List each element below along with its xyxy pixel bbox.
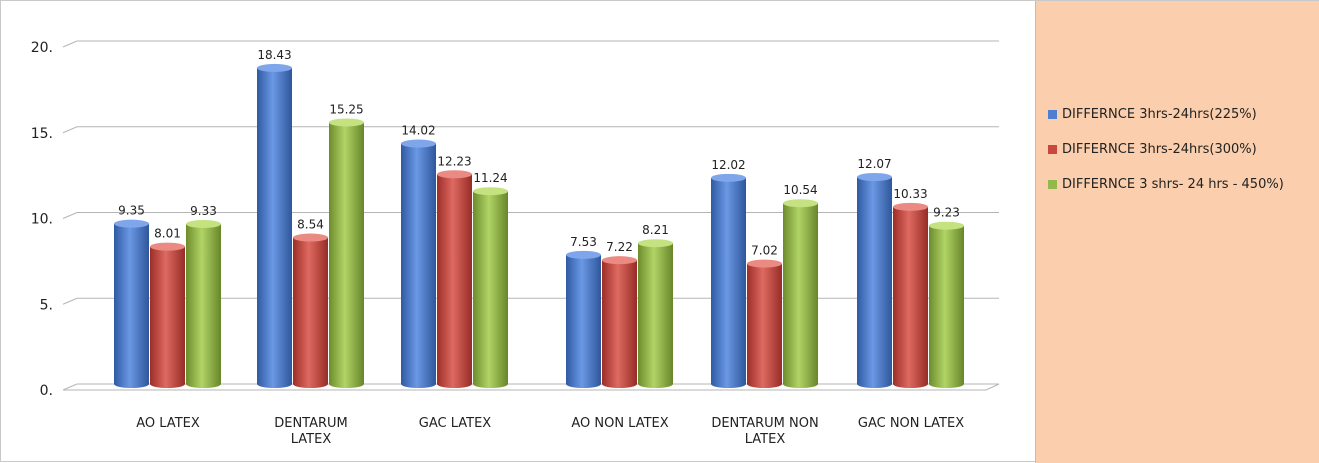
bar-top bbox=[783, 199, 818, 208]
gridlines bbox=[62, 40, 1000, 391]
bar-top bbox=[473, 187, 508, 196]
x-category-label: DENTARUM LATEX bbox=[274, 416, 348, 447]
legend-item-series-2: DIFFERNCE 3hrs-24hrs(300%) bbox=[1048, 142, 1313, 157]
legend-swatch-series-2 bbox=[1048, 145, 1057, 154]
data-label: 12.23 bbox=[437, 154, 471, 168]
data-label: 18.43 bbox=[257, 48, 291, 62]
bar-top bbox=[711, 173, 746, 182]
bar-top bbox=[401, 139, 436, 148]
legend-label-series-1: DIFFERNCE 3hrs-24hrs(225%) bbox=[1062, 107, 1257, 122]
legend-swatch-series-1 bbox=[1048, 110, 1057, 119]
bar-top bbox=[150, 242, 185, 251]
gridline-floor-edge bbox=[62, 383, 78, 391]
bar-top bbox=[437, 170, 472, 179]
data-label: 9.35 bbox=[118, 204, 145, 218]
y-tick-label: 0. bbox=[40, 383, 53, 399]
legend-item-series-3: DIFFERNCE 3 shrs- 24 hrs - 450%) bbox=[1048, 177, 1313, 192]
x-category-label-line: GAC NON LATEX bbox=[858, 416, 964, 431]
legend-label-series-3: DIFFERNCE 3 shrs- 24 hrs - 450%) bbox=[1062, 177, 1284, 192]
bar-top bbox=[186, 219, 221, 228]
data-labels: 9.35 8.01 9.33 18.43 8.54 15.25 14.02 12.2311.2… bbox=[118, 48, 960, 258]
bar bbox=[711, 177, 746, 388]
plot-area: 0. 5. 10. 15. 20. 9.35 8.01 9.33 18.43 8.54 15.25… bbox=[31, 40, 1000, 447]
data-label: 10.33 bbox=[893, 187, 927, 201]
x-category-label-line: GAC LATEX bbox=[419, 416, 492, 431]
data-label: 9.23 bbox=[933, 206, 960, 220]
y-tick-label: 15. bbox=[31, 126, 53, 142]
bar bbox=[473, 191, 508, 388]
bar bbox=[257, 67, 292, 388]
bar-top bbox=[857, 172, 892, 181]
data-label: 8.01 bbox=[154, 227, 181, 241]
x-category-label: GAC LATEX bbox=[419, 416, 492, 431]
legend-swatch-series-3 bbox=[1048, 180, 1057, 189]
bar-top bbox=[747, 259, 782, 268]
bar bbox=[293, 237, 328, 388]
bar-top bbox=[293, 233, 328, 242]
gridline-floor-edge bbox=[62, 297, 78, 305]
data-label: 11.24 bbox=[473, 171, 507, 185]
bar bbox=[566, 254, 601, 388]
data-label: 15.25 bbox=[329, 102, 363, 116]
data-label: 12.02 bbox=[711, 158, 745, 172]
x-category-label-line: AO NON LATEX bbox=[571, 416, 668, 431]
data-label: 7.22 bbox=[606, 240, 633, 254]
data-label: 9.33 bbox=[190, 204, 217, 218]
bar-top bbox=[893, 202, 928, 211]
bar bbox=[747, 263, 782, 388]
bar bbox=[602, 260, 637, 388]
legend-label-series-2: DIFFERNCE 3hrs-24hrs(300%) bbox=[1062, 142, 1257, 157]
bar bbox=[114, 223, 149, 388]
data-label: 7.02 bbox=[751, 244, 778, 258]
data-label: 12.07 bbox=[857, 157, 891, 171]
x-category-label-line: LATEX bbox=[745, 432, 786, 447]
floor-side-edge bbox=[985, 383, 1000, 391]
bars bbox=[114, 63, 964, 389]
data-label: 10.54 bbox=[783, 183, 817, 197]
bar bbox=[150, 246, 185, 388]
x-category-label: GAC NON LATEX bbox=[858, 416, 964, 431]
legend: DIFFERNCE 3hrs-24hrs(225%) DIFFERNCE 3hr… bbox=[1035, 1, 1319, 463]
bar-top bbox=[329, 118, 364, 127]
data-label: 8.54 bbox=[297, 218, 324, 232]
bar bbox=[893, 206, 928, 388]
x-category-label: AO LATEX bbox=[136, 416, 200, 431]
gridline-floor-edge bbox=[62, 126, 78, 134]
gridline-floor-edge bbox=[62, 40, 78, 48]
x-category-label-line: DENTARUM bbox=[274, 416, 348, 431]
y-axis-ticks: 0. 5. 10. 15. 20. bbox=[31, 40, 53, 399]
x-category-label: DENTARUM NON LATEX bbox=[711, 416, 818, 447]
data-label: 8.21 bbox=[642, 223, 669, 237]
y-tick-label: 10. bbox=[31, 212, 53, 228]
bar bbox=[929, 225, 964, 388]
bar-top bbox=[638, 239, 673, 248]
data-label: 14.02 bbox=[401, 124, 435, 138]
x-category-label-line: AO LATEX bbox=[136, 416, 200, 431]
bar bbox=[401, 143, 436, 388]
bar bbox=[857, 176, 892, 388]
bar-top bbox=[566, 250, 601, 259]
bar bbox=[783, 203, 818, 388]
legend-item-series-1: DIFFERNCE 3hrs-24hrs(225%) bbox=[1048, 107, 1313, 122]
bar-top bbox=[602, 256, 637, 265]
gridline-floor-edge bbox=[62, 212, 78, 219]
x-category-label-line: LATEX bbox=[291, 432, 332, 447]
y-tick-label: 5. bbox=[40, 297, 53, 313]
data-label: 7.53 bbox=[570, 235, 597, 249]
bar-top bbox=[929, 221, 964, 230]
bar bbox=[329, 122, 364, 389]
bar bbox=[186, 223, 221, 388]
bar-top bbox=[114, 219, 149, 228]
bar-top bbox=[257, 63, 292, 72]
bar bbox=[437, 174, 472, 388]
y-tick-label: 20. bbox=[31, 40, 53, 56]
bar bbox=[638, 243, 673, 388]
x-category-label-line: DENTARUM NON bbox=[711, 416, 818, 431]
x-category-label: AO NON LATEX bbox=[571, 416, 668, 431]
